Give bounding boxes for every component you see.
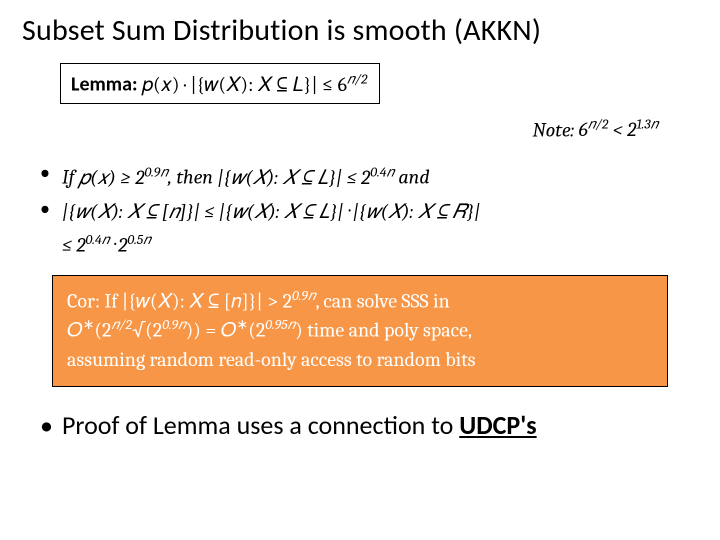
bullet1-if: If (62, 166, 79, 189)
bullet2-line1: |{𝑤(𝑋): 𝑋 ⊆ [𝑛]}| ≤ |{𝑤(𝑋): 𝑋 ⊆ 𝐿}| · |{… (62, 200, 480, 223)
note-formula: 6𝑛/2 < 21.3𝑛 (579, 118, 658, 141)
final-bold: UDCP's (459, 409, 536, 441)
corollary-box: Cor: If |{𝑤(𝑋): 𝑋 ⊆ [𝑛]}| > 20.9𝑛, can s… (52, 275, 668, 387)
bullet-dot-icon: • (40, 197, 62, 221)
bullet2-line2: ≤ 20.4𝑛 · 20.5𝑛 (62, 231, 698, 257)
lemma-box: Lemma: 𝑝(𝑥) · |{𝑤(𝑋): 𝑋 ⊆ 𝐿}| ≤ 6𝑛/2 (60, 63, 380, 104)
bullet-dot-icon: • (40, 409, 62, 441)
cor-line1: Cor: If |{𝑤(𝑋): 𝑋 ⊆ [𝑛]}| > 20.9𝑛, can s… (67, 286, 653, 316)
final-text: Proof of Lemma uses a connection to (62, 409, 459, 441)
bullet1-part2: |{𝑤(𝑋): 𝑋 ⊆ 𝐿}| ≤ 20.4𝑛 (217, 166, 394, 189)
lemma-label: Lemma: (71, 73, 137, 97)
note-line: Note: 6𝑛/2 < 21.3𝑛 (22, 116, 658, 142)
lemma-formula: 𝑝(𝑥) · |{𝑤(𝑋): 𝑋 ⊆ 𝐿}| ≤ 6𝑛/2 (142, 73, 368, 96)
bullet-1: • If 𝑝(𝑥) ≥ 20.9𝑛, then |{𝑤(𝑋): 𝑋 ⊆ 𝐿}| … (40, 161, 698, 193)
final-bullet: • Proof of Lemma uses a connection to UD… (40, 409, 698, 441)
bullet-dot-icon: • (40, 161, 62, 185)
bullet1-then: , then (168, 166, 217, 189)
note-prefix: Note: (533, 118, 579, 141)
bullet1-part1: 𝑝(𝑥) ≥ 20.9𝑛 (79, 166, 168, 189)
bullet-2: • |{𝑤(𝑋): 𝑋 ⊆ [𝑛]}| ≤ |{𝑤(𝑋): 𝑋 ⊆ 𝐿}| · … (40, 197, 698, 227)
slide-title: Subset Sum Distribution is smooth (AKKN) (22, 12, 698, 49)
cor-line3: assuming random read-only access to rand… (67, 345, 653, 374)
bullet1-and: and (394, 166, 430, 189)
cor-line2: 𝑂∗(2𝑛/2√(20.9𝑛)) = 𝑂∗(20.95𝑛) time and p… (67, 315, 653, 345)
